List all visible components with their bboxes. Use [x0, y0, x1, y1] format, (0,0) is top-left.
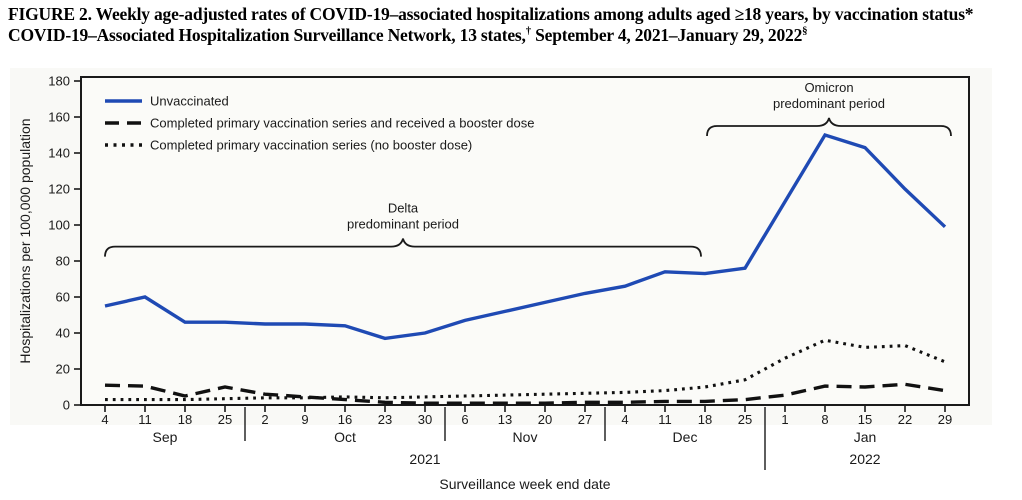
- month-label: Nov: [513, 429, 538, 445]
- x-week-label: 2: [261, 412, 268, 427]
- figure-title-line2-dates: September 4, 2021–January 29, 2022: [530, 25, 803, 45]
- y-tick-label: 60: [56, 290, 70, 305]
- dagger-footnote-mark: †: [525, 25, 531, 38]
- x-week-label: 18: [698, 412, 712, 427]
- x-week-label: 1: [781, 412, 788, 427]
- series-line-dashed: [104, 382, 946, 405]
- legend-label: Unvaccinated: [150, 94, 229, 109]
- x-week-label: 9: [301, 412, 308, 427]
- year-label: 2021: [409, 451, 440, 467]
- month-label: Dec: [673, 429, 698, 445]
- x-week-label: 6: [461, 412, 468, 427]
- x-week-label: 13: [498, 412, 512, 427]
- y-tick-label: 160: [48, 110, 70, 125]
- period-annotation-label: Omicron: [804, 80, 853, 95]
- x-week-label: 8: [821, 412, 828, 427]
- x-week-label: 4: [621, 412, 628, 427]
- y-tick-label: 0: [63, 398, 70, 413]
- x-week-label: 4: [101, 412, 108, 427]
- month-label: Oct: [334, 429, 356, 445]
- y-tick-label: 140: [48, 146, 70, 161]
- month-label: Jan: [854, 429, 877, 445]
- period-annotation-label: Delta: [388, 201, 419, 216]
- y-axis-title: Hospitalizations per 100,000 population: [17, 118, 33, 363]
- x-week-label: 23: [378, 412, 392, 427]
- series-line-solid: [104, 132, 947, 341]
- period-brace: [104, 238, 702, 257]
- x-axis-title: Surveillance week end date: [439, 476, 610, 492]
- plot-frame: [80, 76, 970, 406]
- y-tick-label: 100: [48, 218, 70, 233]
- x-week-label: 11: [658, 412, 672, 427]
- figure-title: FIGURE 2. Weekly age-adjusted rates of C…: [8, 4, 1018, 46]
- legend-label: Completed primary vaccination series (no…: [150, 138, 472, 153]
- x-week-label: 29: [938, 412, 952, 427]
- period-annotation-label: predominant period: [347, 217, 459, 232]
- figure-title-line2: COVID-19–Associated Hospitalization Surv…: [8, 25, 526, 45]
- legend-label: Completed primary vaccination series and…: [150, 116, 534, 131]
- x-week-label: 22: [898, 412, 912, 427]
- period-brace: [706, 117, 952, 137]
- year-label: 2022: [849, 451, 880, 467]
- y-tick-label: 80: [56, 254, 70, 269]
- x-week-label: 18: [178, 412, 192, 427]
- x-week-label: 11: [138, 412, 152, 427]
- y-tick-label: 20: [56, 362, 70, 377]
- x-week-label: 25: [738, 412, 752, 427]
- month-label: Sep: [153, 429, 178, 445]
- x-week-label: 15: [858, 412, 872, 427]
- y-tick-label: 40: [56, 326, 70, 341]
- x-week-label: 27: [578, 412, 592, 427]
- x-week-label: 20: [538, 412, 552, 427]
- period-annotation-label: predominant period: [773, 96, 885, 111]
- section-footnote-mark: §: [802, 25, 808, 38]
- figure-title-line1: FIGURE 2. Weekly age-adjusted rates of C…: [8, 4, 974, 24]
- x-week-label: 30: [418, 412, 432, 427]
- y-tick-label: 180: [48, 74, 70, 89]
- x-week-label: 25: [218, 412, 232, 427]
- x-week-label: 16: [338, 412, 352, 427]
- y-tick-label: 120: [48, 182, 70, 197]
